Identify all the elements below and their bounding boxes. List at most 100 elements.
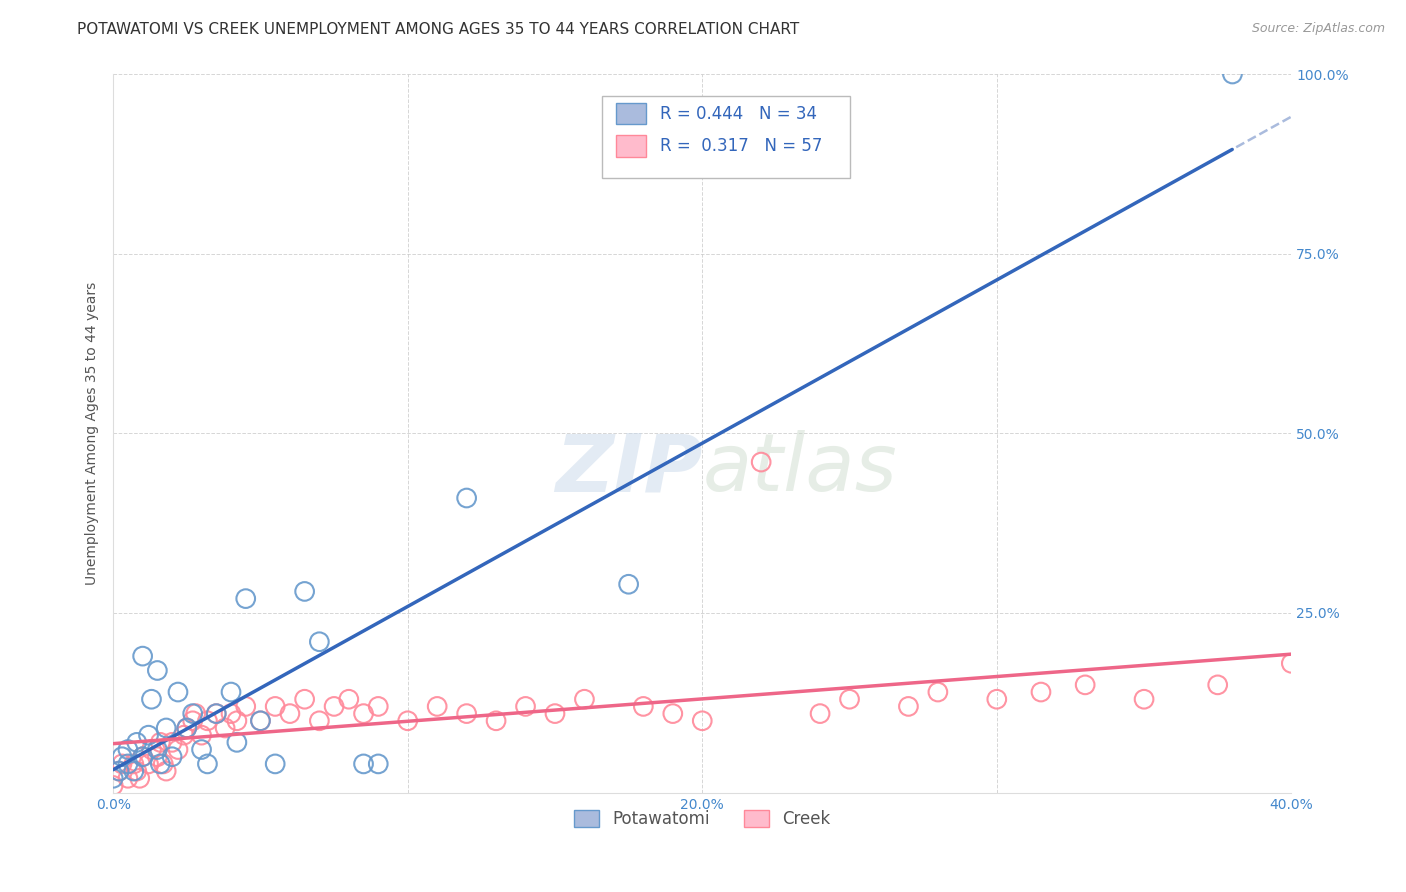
- Point: [197, 714, 219, 728]
- Point: [1133, 692, 1156, 706]
- Point: [337, 692, 360, 706]
- Point: [138, 728, 160, 742]
- Point: [111, 749, 134, 764]
- Point: [927, 685, 949, 699]
- Point: [167, 685, 190, 699]
- Point: [219, 685, 242, 699]
- Point: [131, 749, 153, 764]
- Point: [146, 664, 169, 678]
- Point: [353, 706, 375, 721]
- Text: Source: ZipAtlas.com: Source: ZipAtlas.com: [1251, 22, 1385, 36]
- Point: [485, 714, 508, 728]
- Point: [167, 742, 190, 756]
- Point: [117, 742, 139, 756]
- Point: [1279, 657, 1302, 671]
- Point: [128, 772, 150, 786]
- Point: [131, 749, 153, 764]
- Point: [515, 699, 537, 714]
- Point: [249, 714, 271, 728]
- Point: [308, 714, 330, 728]
- Point: [426, 699, 449, 714]
- Point: [141, 692, 163, 706]
- Point: [1074, 678, 1097, 692]
- Point: [1222, 67, 1244, 81]
- Point: [617, 577, 640, 591]
- Point: [181, 714, 204, 728]
- Y-axis label: Unemployment Among Ages 35 to 44 years: Unemployment Among Ages 35 to 44 years: [86, 282, 100, 585]
- Point: [1206, 678, 1229, 692]
- Point: [176, 721, 198, 735]
- Point: [353, 756, 375, 771]
- Text: R =  0.317   N = 57: R = 0.317 N = 57: [659, 136, 823, 155]
- Point: [294, 692, 316, 706]
- Point: [131, 649, 153, 664]
- Point: [125, 764, 148, 778]
- Point: [103, 772, 125, 786]
- Bar: [616, 135, 645, 157]
- Point: [108, 764, 131, 778]
- Point: [160, 735, 183, 749]
- Point: [278, 706, 301, 721]
- Point: [264, 756, 287, 771]
- Point: [122, 764, 145, 778]
- Text: POTAWATOMI VS CREEK UNEMPLOYMENT AMONG AGES 35 TO 44 YEARS CORRELATION CHART: POTAWATOMI VS CREEK UNEMPLOYMENT AMONG A…: [77, 22, 800, 37]
- Point: [197, 756, 219, 771]
- Point: [574, 692, 596, 706]
- Text: ZIP: ZIP: [555, 430, 702, 508]
- Point: [190, 742, 212, 756]
- Point: [225, 735, 247, 749]
- Point: [149, 735, 172, 749]
- Point: [190, 728, 212, 742]
- Point: [149, 756, 172, 771]
- Point: [152, 756, 174, 771]
- Point: [155, 764, 177, 778]
- Point: [160, 749, 183, 764]
- Text: atlas: atlas: [702, 430, 897, 508]
- Point: [225, 714, 247, 728]
- Point: [367, 699, 389, 714]
- Point: [544, 706, 567, 721]
- Point: [117, 772, 139, 786]
- Point: [749, 455, 772, 469]
- Text: R = 0.444   N = 34: R = 0.444 N = 34: [659, 104, 817, 122]
- Point: [396, 714, 419, 728]
- Point: [690, 714, 713, 728]
- Point: [838, 692, 860, 706]
- Point: [117, 756, 139, 771]
- Point: [294, 584, 316, 599]
- Point: [176, 721, 198, 735]
- Point: [323, 699, 346, 714]
- Point: [662, 706, 685, 721]
- Point: [235, 591, 257, 606]
- Point: [633, 699, 655, 714]
- Point: [181, 706, 204, 721]
- Point: [205, 706, 228, 721]
- Point: [1029, 685, 1052, 699]
- Point: [111, 756, 134, 771]
- Bar: [616, 103, 645, 124]
- Point: [205, 706, 228, 721]
- Point: [986, 692, 1008, 706]
- Point: [184, 706, 207, 721]
- Point: [897, 699, 920, 714]
- Point: [214, 721, 236, 735]
- Point: [103, 779, 125, 793]
- Point: [308, 634, 330, 648]
- Legend: Potawatomi, Creek: Potawatomi, Creek: [568, 803, 837, 835]
- Point: [456, 491, 478, 505]
- Point: [219, 706, 242, 721]
- Point: [138, 756, 160, 771]
- Point: [141, 742, 163, 756]
- Point: [146, 742, 169, 756]
- Point: [808, 706, 831, 721]
- Point: [367, 756, 389, 771]
- Point: [146, 749, 169, 764]
- FancyBboxPatch shape: [602, 95, 849, 178]
- Point: [249, 714, 271, 728]
- Point: [264, 699, 287, 714]
- Point: [235, 699, 257, 714]
- Point: [456, 706, 478, 721]
- Point: [125, 735, 148, 749]
- Point: [155, 721, 177, 735]
- Point: [122, 756, 145, 771]
